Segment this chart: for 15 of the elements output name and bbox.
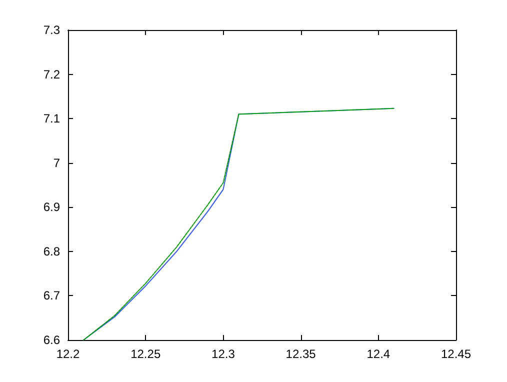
x-tick-label: 12.2 [56, 347, 80, 361]
y-tick-label: 6.6 [43, 333, 60, 347]
x-tick-label: 12.25 [130, 347, 161, 361]
x-tick-label: 12.3 [212, 347, 236, 361]
y-tick-label: 7.1 [43, 112, 60, 126]
x-tick-label: 12.45 [440, 347, 472, 361]
line-series [83, 108, 394, 340]
y-tick-label: 6.9 [43, 200, 60, 214]
x-tick-label: 12.4 [366, 347, 390, 361]
y-tick-label: 6.8 [43, 244, 60, 258]
y-tick-label: 7.2 [43, 67, 60, 82]
y-tick-label: 7.3 [43, 23, 60, 37]
y-tick-label: 7 [53, 156, 60, 170]
y-tick-label: 6.7 [43, 288, 60, 303]
x-tick-label: 12.35 [286, 347, 316, 361]
